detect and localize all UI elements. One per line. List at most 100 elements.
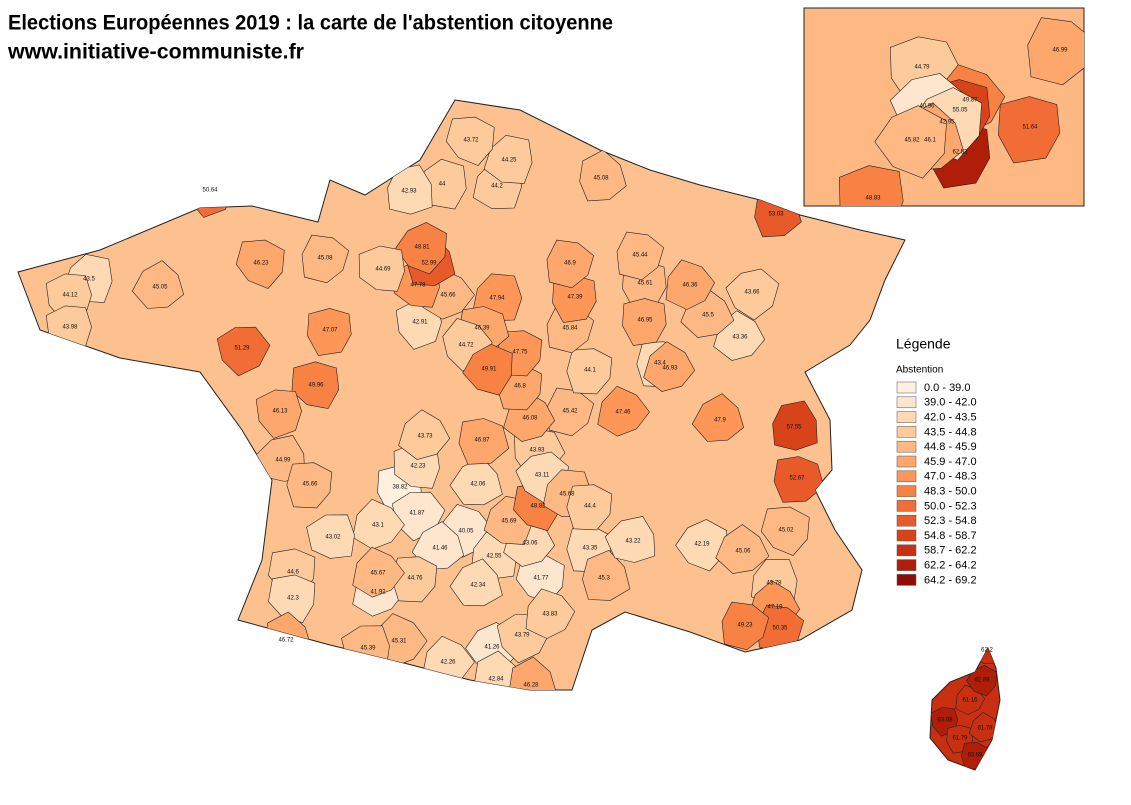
region [622, 298, 667, 346]
region-label: 46.1 [924, 138, 936, 144]
region-label: 41.87 [409, 511, 425, 517]
region-label: 46.39 [474, 326, 490, 332]
region-label: 49.23 [737, 623, 753, 629]
region-label: 42.84 [488, 677, 504, 683]
region-label: 44.2 [491, 184, 503, 190]
legend-swatch [896, 440, 917, 453]
region [715, 524, 770, 574]
region-label: 42.95 [939, 120, 955, 126]
region [306, 514, 355, 559]
legend-swatch [896, 500, 917, 512]
legend-swatch [896, 485, 917, 497]
region [566, 348, 613, 395]
region-label: 47.75 [512, 350, 528, 356]
region [604, 516, 656, 563]
region-label: 40.96 [919, 104, 935, 110]
region-label: 46.72 [278, 638, 294, 644]
region-label: 61.79 [952, 736, 968, 742]
region-label: 45.42 [562, 409, 578, 415]
region-label: 43.83 [542, 612, 558, 618]
legend-label: 44.8 - 45.9 [924, 441, 977, 453]
region-label: 47.07 [322, 328, 338, 334]
region [509, 656, 557, 690]
legend-label: 43.5 - 44.8 [924, 426, 977, 438]
region-label: 42.19 [694, 542, 710, 548]
region-label: 41.92 [370, 590, 386, 596]
legend-swatch [896, 455, 917, 468]
legend-label: 62.2 - 64.2 [924, 560, 977, 572]
legend-swatch [896, 529, 917, 542]
region-label: 41.77 [533, 576, 549, 582]
region-label: 50.64 [202, 188, 218, 194]
region [352, 498, 405, 550]
region-label: 46.95 [637, 318, 653, 324]
legend-swatch [896, 381, 917, 394]
region-label: 43.93 [529, 448, 545, 454]
region [838, 165, 904, 206]
region-label: 47.19 [767, 605, 783, 611]
region-label: 44.76 [407, 576, 423, 582]
region-label: 62.2 [981, 648, 993, 654]
region [255, 389, 302, 439]
legend-label: 47.0 - 48.3 [924, 471, 977, 483]
region-label: 45.61 [637, 281, 653, 287]
region [286, 462, 333, 509]
region [387, 164, 433, 215]
region-label: 43.98 [62, 325, 78, 331]
region [643, 341, 696, 392]
region-label: 43.02 [325, 535, 341, 541]
region [216, 326, 271, 377]
region-label: 46.99 [1052, 48, 1068, 54]
region [546, 239, 595, 289]
region-label: 45.66 [440, 293, 456, 299]
legend-label: 42.0 - 43.5 [924, 412, 977, 424]
region-label: 45.39 [360, 646, 376, 652]
region [301, 234, 350, 284]
region-label: 45.05 [152, 285, 168, 291]
legend-swatch [896, 426, 917, 438]
subtitle: www.initiative-communiste.fr [7, 41, 304, 64]
legend-label: 39.0 - 42.0 [924, 397, 977, 409]
region-label: 45.5 [702, 313, 714, 319]
legend-label: 64.2 - 69.2 [924, 574, 977, 586]
region [352, 546, 405, 598]
region [691, 393, 745, 442]
region-label: 45.82 [904, 138, 920, 144]
region-label: 46.8 [514, 384, 526, 390]
region [291, 361, 340, 409]
region-label: 42.3 [287, 596, 299, 602]
title: Elections Européennes 2019 : la carte de… [8, 12, 613, 35]
region [616, 231, 665, 281]
region-label: 42.26 [440, 660, 456, 666]
region [462, 343, 513, 396]
region-label: 46.13 [272, 409, 288, 415]
region-label: 45.31 [391, 639, 407, 645]
region [268, 574, 316, 624]
region-label: 57.55 [786, 425, 802, 431]
region [721, 601, 770, 651]
region-label: 43.06 [522, 541, 538, 547]
region-label: 43.1 [372, 523, 384, 529]
region-label: 61.16 [962, 698, 978, 704]
region-label: 46.9 [564, 261, 576, 267]
legend-title: Légende [896, 336, 951, 352]
region-label: 47.9 [714, 418, 726, 424]
region-label: 43.79 [514, 633, 530, 639]
region-label: 42.06 [470, 482, 486, 488]
legend-label: 0.0 - 39.0 [924, 382, 970, 394]
region [997, 96, 1061, 164]
region-label: 45.44 [632, 253, 648, 259]
region-label: 43.11 [535, 473, 550, 479]
region-label: 63.68 [967, 753, 983, 759]
region [235, 239, 285, 289]
legend-swatch [896, 396, 917, 409]
labels: 38.82 41.87 40.05 41.46 42.55 41.77 42.34 43.06… [62, 48, 1068, 759]
legend-swatch [896, 559, 917, 571]
region-label: 49.87 [962, 98, 978, 104]
region-label: 43.72 [463, 138, 479, 144]
region-label: 42.93 [401, 189, 417, 195]
region-label: 51.29 [234, 346, 250, 352]
legend-swatch [896, 544, 917, 557]
region [449, 457, 503, 506]
region-label: 47.46 [615, 410, 631, 416]
